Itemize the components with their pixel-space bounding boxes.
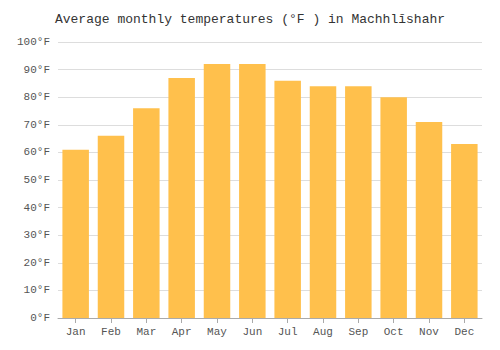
svg-text:20°F: 20°F — [24, 257, 50, 269]
svg-text:Nov: Nov — [419, 326, 439, 338]
svg-text:80°F: 80°F — [24, 91, 50, 103]
svg-text:60°F: 60°F — [24, 146, 50, 158]
svg-text:0°F: 0°F — [30, 312, 50, 324]
svg-text:40°F: 40°F — [24, 202, 50, 214]
svg-text:100°F: 100°F — [17, 36, 50, 48]
svg-text:Jul: Jul — [278, 326, 298, 338]
svg-text:90°F: 90°F — [24, 64, 50, 76]
svg-text:Aug: Aug — [313, 326, 333, 338]
svg-text:Sep: Sep — [348, 326, 368, 338]
svg-text:Mar: Mar — [136, 326, 156, 338]
svg-text:10°F: 10°F — [24, 284, 50, 296]
svg-text:Oct: Oct — [384, 326, 404, 338]
svg-text:May: May — [207, 326, 227, 338]
svg-text:Average monthly temperatures (: Average monthly temperatures (°F ) in Ma… — [55, 12, 445, 27]
svg-text:Apr: Apr — [172, 326, 192, 338]
svg-text:50°F: 50°F — [24, 174, 50, 186]
svg-text:Dec: Dec — [454, 326, 474, 338]
svg-text:30°F: 30°F — [24, 229, 50, 241]
svg-text:70°F: 70°F — [24, 119, 50, 131]
svg-text:Feb: Feb — [101, 326, 121, 338]
svg-text:Jan: Jan — [66, 326, 86, 338]
svg-text:Jun: Jun — [242, 326, 262, 338]
